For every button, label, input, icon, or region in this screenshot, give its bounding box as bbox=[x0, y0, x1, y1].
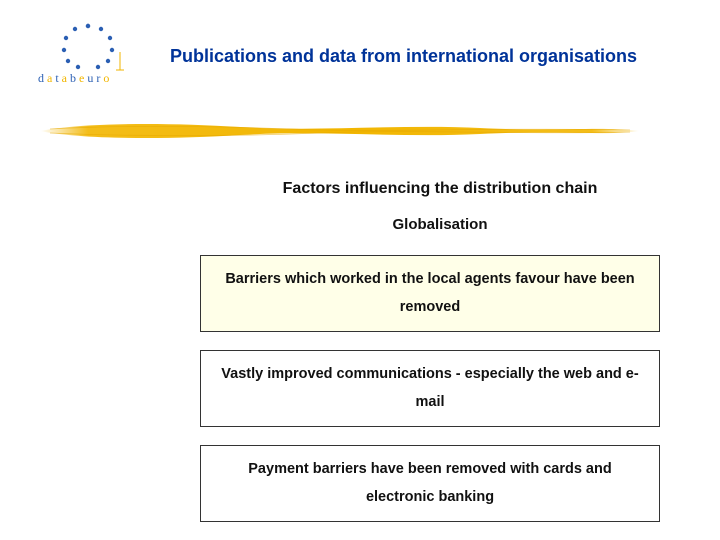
logo-svg: databeuro bbox=[38, 22, 138, 88]
factor-box-3: Payment barriers have been removed with … bbox=[200, 445, 660, 522]
factor-box-1: Barriers which worked in the local agent… bbox=[200, 255, 660, 332]
factor-boxes: Barriers which worked in the local agent… bbox=[200, 255, 660, 522]
brush-divider bbox=[40, 120, 640, 142]
factor-box-2: Vastly improved communications - especia… bbox=[200, 350, 660, 427]
logo-wordmark: databeuro bbox=[38, 71, 112, 85]
content-area: Factors influencing the distribution cha… bbox=[0, 180, 720, 540]
logo: databeuro bbox=[38, 22, 138, 88]
logo-stars bbox=[62, 24, 114, 69]
slide: databeuro Publications and data from int… bbox=[0, 0, 720, 540]
slide-title: Publications and data from international… bbox=[170, 46, 637, 67]
section-heading: Factors influencing the distribution cha… bbox=[200, 180, 680, 198]
sub-heading: Globalisation bbox=[200, 216, 680, 233]
